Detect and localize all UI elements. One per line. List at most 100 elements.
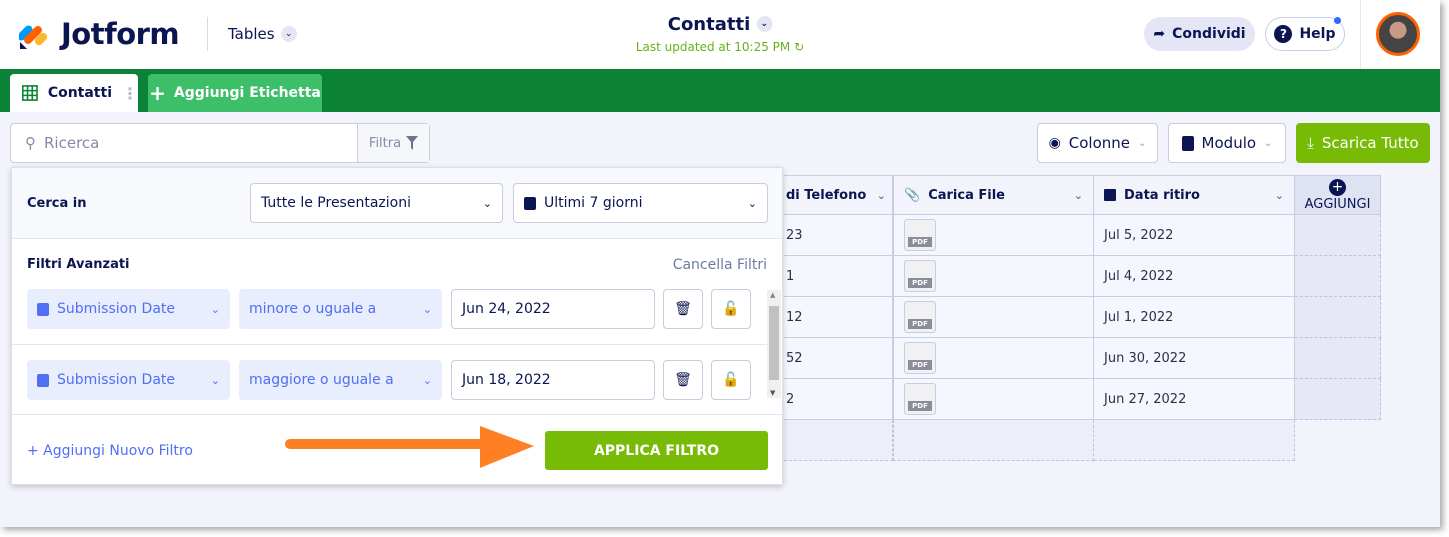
add-column-button[interactable]: + AGGIUNGI [1295, 175, 1381, 215]
eye-icon: ◉ [1048, 135, 1061, 151]
file-cell[interactable]: PDF [893, 297, 1094, 338]
lock-filter-button[interactable]: 🔓 [711, 360, 751, 400]
search-icon: ⚲ [25, 134, 36, 152]
avatar[interactable] [1376, 12, 1420, 56]
date-range-select[interactable]: Ultimi 7 giorni ⌄ [513, 183, 768, 223]
pdf-file-icon[interactable]: PDF [904, 219, 936, 251]
phone-value: 23 [786, 227, 803, 243]
app-window: Jotform Tables ⌄ Contatti ⌄ Last updated a… [0, 0, 1440, 527]
add-column-cell [1295, 215, 1381, 256]
date-cell[interactable]: Jul 1, 2022 [1094, 297, 1295, 338]
calendar-icon [37, 302, 49, 316]
filter-field-select[interactable]: Submission Date ⌄ [27, 360, 230, 400]
phone-cell[interactable]: 1 [784, 256, 893, 297]
column-header-phone[interactable]: di Telefono ⌄ [784, 175, 893, 215]
search-input[interactable]: ⚲ Ricerca [11, 124, 357, 162]
pdf-file-icon[interactable]: PDF [904, 301, 936, 333]
table-title[interactable]: Contatti ⌄ [668, 12, 773, 36]
advanced-filters-label: Filtri Avanzati [27, 257, 130, 272]
calendar-icon [524, 196, 536, 210]
pdf-label: PDF [908, 401, 932, 411]
phone-cell[interactable]: 23 [784, 215, 893, 256]
question-icon: ? [1274, 25, 1293, 43]
scroll-up-icon[interactable]: ▲ [770, 291, 776, 299]
date-cell[interactable]: Jun 27, 2022 [1094, 379, 1295, 420]
filter-operator-select[interactable]: maggiore o uguale a ⌄ [239, 360, 442, 400]
table-title-text: Contatti [667, 13, 751, 35]
chevron-down-icon: ⌄ [1138, 137, 1147, 149]
range-value: Ultimi 7 giorni [544, 195, 643, 211]
document-icon [1181, 135, 1194, 151]
pdf-file-icon[interactable]: PDF [904, 342, 936, 374]
jotform-logo[interactable]: Jotform [19, 17, 180, 51]
refresh-icon[interactable]: ↻ [794, 40, 805, 54]
chevron-down-icon: ⌄ [210, 302, 220, 316]
file-cell[interactable]: PDF [893, 338, 1094, 379]
delete-filter-button[interactable]: 🗑 [663, 289, 703, 329]
empty-cell[interactable] [784, 420, 893, 461]
brand-name: Jotform [61, 17, 180, 51]
tab-contatti[interactable]: Contatti ⋮ [10, 74, 138, 112]
tab-label: Contatti [47, 85, 112, 101]
date-cell[interactable]: Jul 4, 2022 [1094, 256, 1295, 297]
add-filter-link[interactable]: + Aggiungi Nuovo Filtro [27, 443, 193, 459]
empty-cell[interactable] [1094, 420, 1295, 461]
calendar-icon [37, 373, 49, 387]
add-tab-button[interactable]: + Aggiungi Etichetta [148, 74, 322, 112]
apply-filter-button[interactable]: APPLICA FILTRO [545, 431, 768, 470]
last-updated-text: Last updated at 10:25 PM [635, 40, 791, 54]
date-cell[interactable]: Jun 30, 2022 [1094, 338, 1295, 379]
clear-filters-link[interactable]: Cancella Filtri [672, 257, 767, 273]
file-cell[interactable]: PDF [893, 379, 1094, 420]
orange-arrow-icon [285, 426, 534, 468]
scope-select[interactable]: Tutte le Presentazioni ⌄ [250, 183, 503, 223]
columns-button[interactable]: ◉ Colonne ⌄ [1037, 123, 1158, 163]
date-value: Jun 30, 2022 [1104, 350, 1187, 366]
chevron-down-icon: ⌄ [747, 196, 757, 210]
filter-value-input[interactable]: Jun 24, 2022 [451, 289, 655, 329]
divider [12, 344, 768, 345]
chevron-down-icon[interactable]: ⌄ [876, 188, 886, 202]
phone-cell[interactable]: 12 [784, 297, 893, 338]
date-cell[interactable]: Jul 5, 2022 [1094, 215, 1295, 256]
file-cell[interactable]: PDF [893, 256, 1094, 297]
column-header-file[interactable]: 📎 Carica File ⌄ [893, 175, 1094, 215]
pdf-file-icon[interactable]: PDF [904, 260, 936, 292]
filter-button[interactable]: Filtra [357, 124, 429, 162]
field-value: Submission Date [57, 372, 176, 388]
column-label: di Telefono [786, 187, 867, 203]
plus-icon: + [149, 81, 166, 105]
filter-operator-select[interactable]: minore o uguale a ⌄ [239, 289, 442, 329]
jotform-logo-icon [19, 25, 48, 49]
search-placeholder: Ricerca [44, 134, 100, 152]
add-tab-label: Aggiungi Etichetta [173, 85, 321, 101]
column-header-date[interactable]: Data ritiro ⌄ [1094, 175, 1295, 215]
funnel-icon [406, 136, 419, 150]
scrollbar-thumb[interactable] [769, 306, 779, 380]
form-button[interactable]: Modulo ⌄ [1168, 123, 1286, 163]
help-button[interactable]: ? Help [1265, 17, 1345, 51]
plus-circle-icon: + [1329, 178, 1346, 196]
file-cell[interactable]: PDF [893, 215, 1094, 256]
kebab-menu-icon[interactable]: ⋮ [122, 83, 138, 103]
filter-field-select[interactable]: Submission Date ⌄ [27, 289, 230, 329]
scroll-down-icon[interactable]: ▼ [770, 389, 776, 397]
share-button[interactable]: ➦ Condividi [1144, 17, 1255, 51]
filters-scrollbar[interactable]: ▲ ▼ [767, 290, 781, 398]
download-icon: ⤓ [1307, 134, 1314, 152]
chevron-down-icon[interactable]: ⌄ [1073, 188, 1083, 202]
filter-value: Jun 24, 2022 [462, 301, 551, 317]
share-label: Condividi [1172, 26, 1246, 42]
lock-filter-button[interactable]: 🔓 [711, 289, 751, 329]
download-all-button[interactable]: ⤓ Scarica Tutto [1296, 123, 1430, 163]
phone-cell[interactable]: 2 [784, 379, 893, 420]
chevron-down-icon: ⌄ [482, 196, 492, 210]
delete-filter-button[interactable]: 🗑 [663, 360, 703, 400]
app-switcher[interactable]: Tables ⌄ [228, 25, 297, 43]
phone-cell[interactable]: 52 [784, 338, 893, 379]
filter-value-input[interactable]: Jun 18, 2022 [451, 360, 655, 400]
empty-cell[interactable] [893, 420, 1094, 461]
pdf-file-icon[interactable]: PDF [904, 383, 936, 415]
column-label: Data ritiro [1124, 187, 1200, 203]
chevron-down-icon[interactable]: ⌄ [1274, 188, 1284, 202]
